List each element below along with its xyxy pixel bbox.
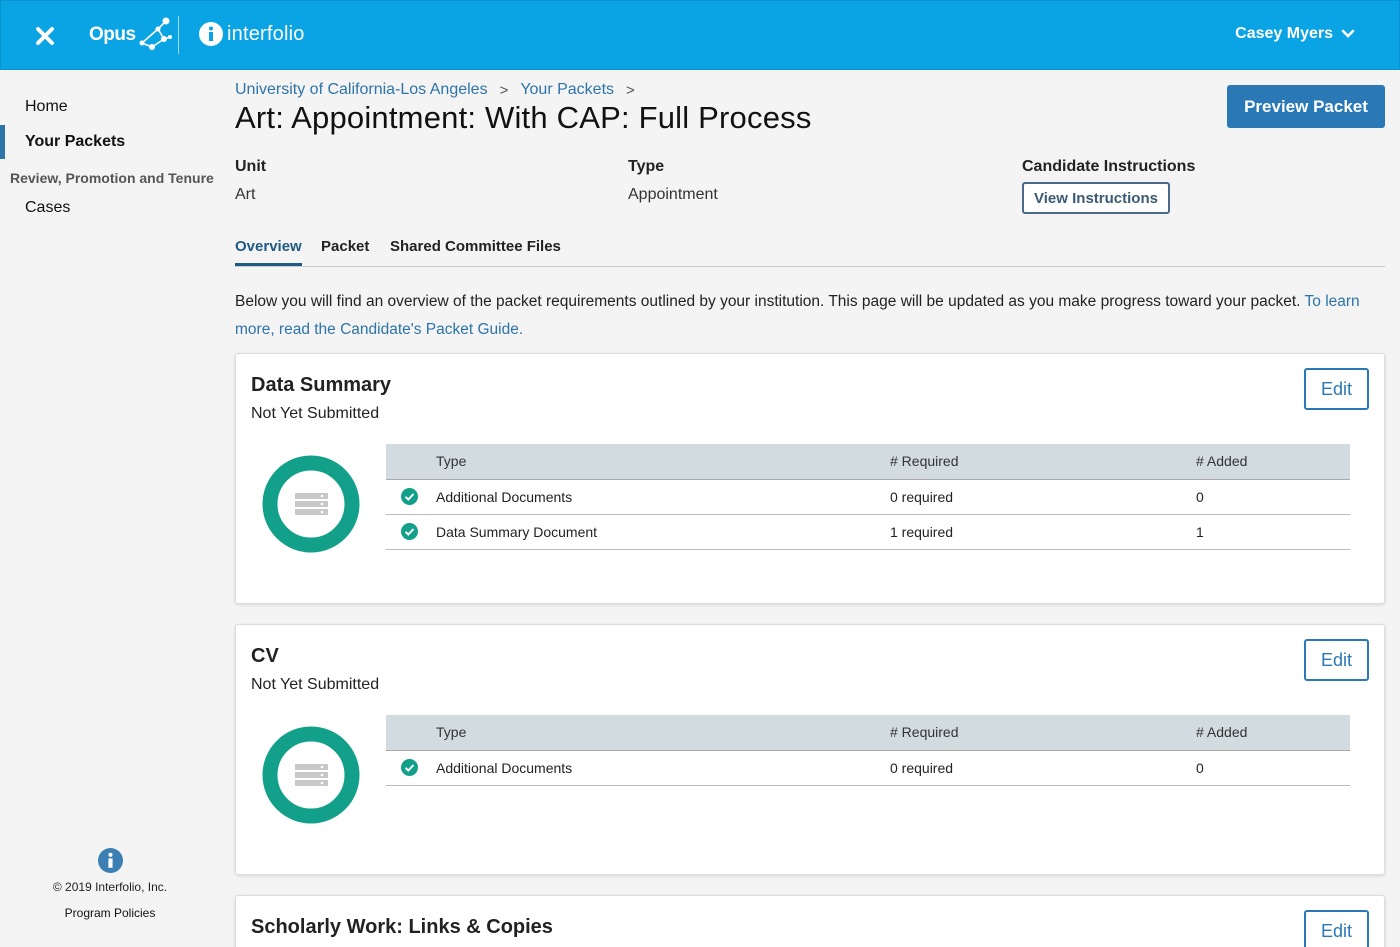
check-cell (386, 750, 436, 786)
table-row: Additional Documents 0 required 0 (386, 750, 1350, 786)
row-added: 1 (1196, 514, 1350, 550)
table-header-added: # Added (1196, 444, 1350, 480)
packet-guide-link[interactable]: To learn more, read the Candidate's Pack… (235, 293, 1360, 338)
chevron-right-icon: > (626, 81, 635, 99)
opus-logo-text: Opus (89, 24, 136, 45)
interfolio-footer-icon (98, 848, 123, 873)
user-menu[interactable]: Casey Myers (1235, 25, 1355, 43)
table-header-row: Type # Required # Added (386, 715, 1350, 751)
program-policies-link[interactable]: Program Policies (64, 906, 156, 920)
table-header-required: # Required (890, 444, 1196, 480)
breadcrumb-your-packets[interactable]: Your Packets (520, 81, 615, 98)
chevron-down-icon (1341, 29, 1355, 38)
sidebar-item-your-packets[interactable]: Your Packets (25, 133, 126, 150)
sidebar-item-home[interactable]: Home (25, 98, 68, 115)
interfolio-logo[interactable]: interfolio (199, 22, 305, 46)
unit-label: Unit (235, 158, 267, 175)
table-header-type: Type (436, 444, 890, 480)
edit-button[interactable]: Edit (1304, 639, 1369, 681)
tab-shared-committee-files[interactable]: Shared Committee Files (390, 238, 561, 255)
edit-button[interactable]: Edit (1304, 368, 1369, 410)
user-name: Casey Myers (1235, 25, 1333, 42)
table-row: Data Summary Document 1 required 1 (386, 514, 1350, 550)
candidate-instructions-label: Candidate Instructions (1022, 158, 1196, 175)
section-title: Data Summary (251, 374, 392, 396)
requirements-table: Type # Required # Added Additional Docum… (386, 715, 1350, 786)
row-added: 0 (1196, 750, 1350, 786)
section-title: CV (251, 645, 279, 667)
section-status: Not Yet Submitted (251, 676, 380, 693)
sidebar: Home Your Packets Review, Promotion and … (0, 70, 220, 947)
opus-network-icon (139, 17, 172, 50)
section-title: Scholarly Work: Links & Copies (251, 916, 553, 938)
table-header-icon (386, 715, 436, 751)
check-circle-icon (401, 488, 418, 505)
table-header-row: Type # Required # Added (386, 444, 1350, 480)
table-header-added: # Added (1196, 715, 1350, 751)
section-status: Not Yet Submitted (251, 405, 380, 422)
interfolio-info-icon (199, 22, 223, 46)
breadcrumb-university[interactable]: University of California-Los Angeles (235, 81, 488, 98)
table-header-type: Type (436, 715, 890, 751)
row-type: Additional Documents (436, 750, 890, 786)
tab-packet[interactable]: Packet (321, 238, 370, 255)
sidebar-section-heading: Review, Promotion and Tenure (10, 170, 214, 186)
row-required: 1 required (890, 514, 1196, 550)
logo-divider (178, 16, 179, 54)
requirements-table: Type # Required # Added Additional Docum… (386, 444, 1350, 550)
check-cell (386, 479, 436, 515)
type-value: Appointment (628, 186, 718, 203)
check-cell (386, 514, 436, 550)
chevron-right-icon: > (499, 81, 509, 99)
breadcrumb: University of California-Los Angeles > Y… (235, 81, 647, 99)
table-row: Additional Documents 0 required 0 (386, 479, 1350, 515)
table-header-required: # Required (890, 715, 1196, 751)
progress-donut-icon (262, 726, 360, 824)
sidebar-active-indicator (0, 125, 5, 159)
preview-packet-button[interactable]: Preview Packet (1227, 85, 1385, 128)
intro-text: Below you will find an overview of the p… (235, 288, 1365, 344)
section-card-scholarly-work: Scholarly Work: Links & Copies Edit (235, 895, 1385, 947)
view-instructions-button[interactable]: View Instructions (1022, 182, 1170, 214)
table-header-icon (386, 444, 436, 480)
section-card-data-summary: Data Summary Not Yet Submitted Edit Type… (235, 353, 1385, 604)
unit-value: Art (235, 186, 256, 203)
sidebar-item-cases[interactable]: Cases (25, 199, 71, 216)
opus-logo[interactable]: Opus (89, 15, 174, 55)
tab-overview[interactable]: Overview (235, 238, 302, 266)
section-card-cv: CV Not Yet Submitted Edit Type # Require… (235, 624, 1385, 875)
check-circle-icon (401, 523, 418, 540)
intro-description: Below you will find an overview of the p… (235, 293, 1301, 310)
interfolio-logo-text: interfolio (227, 22, 305, 45)
progress-donut-icon (262, 455, 360, 553)
page-title: Art: Appointment: With CAP: Full Process (235, 100, 812, 135)
edit-button[interactable]: Edit (1304, 910, 1369, 947)
tab-bar: Overview Packet Shared Committee Files (235, 238, 1385, 267)
row-type: Data Summary Document (436, 514, 890, 550)
row-required: 0 required (890, 750, 1196, 786)
close-icon[interactable] (34, 25, 56, 47)
row-type: Additional Documents (436, 479, 890, 515)
copyright-text: © 2019 Interfolio, Inc. (52, 880, 168, 894)
row-added: 0 (1196, 479, 1350, 515)
type-label: Type (628, 158, 665, 175)
row-required: 0 required (890, 479, 1196, 515)
check-circle-icon (401, 759, 418, 776)
top-bar: Opus interfolio Casey Myers (0, 0, 1400, 70)
